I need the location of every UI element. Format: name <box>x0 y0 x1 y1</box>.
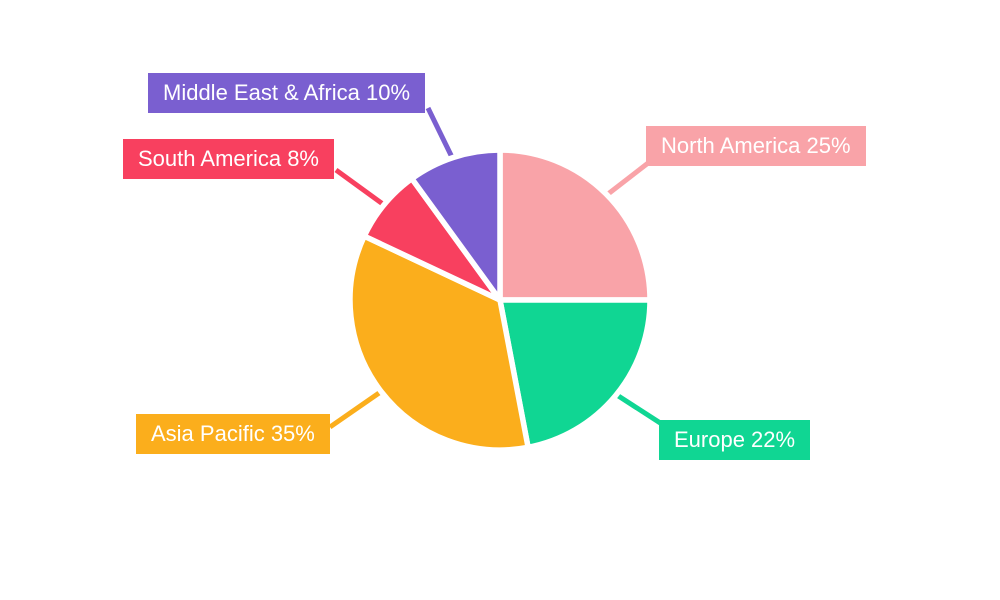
pie-slice-asia-pacific[interactable] <box>347 233 531 453</box>
pie-slice-north-america[interactable] <box>497 147 653 303</box>
pie-slice-europe[interactable] <box>497 297 653 451</box>
pie-slice-middle-east-africa[interactable] <box>409 147 503 303</box>
